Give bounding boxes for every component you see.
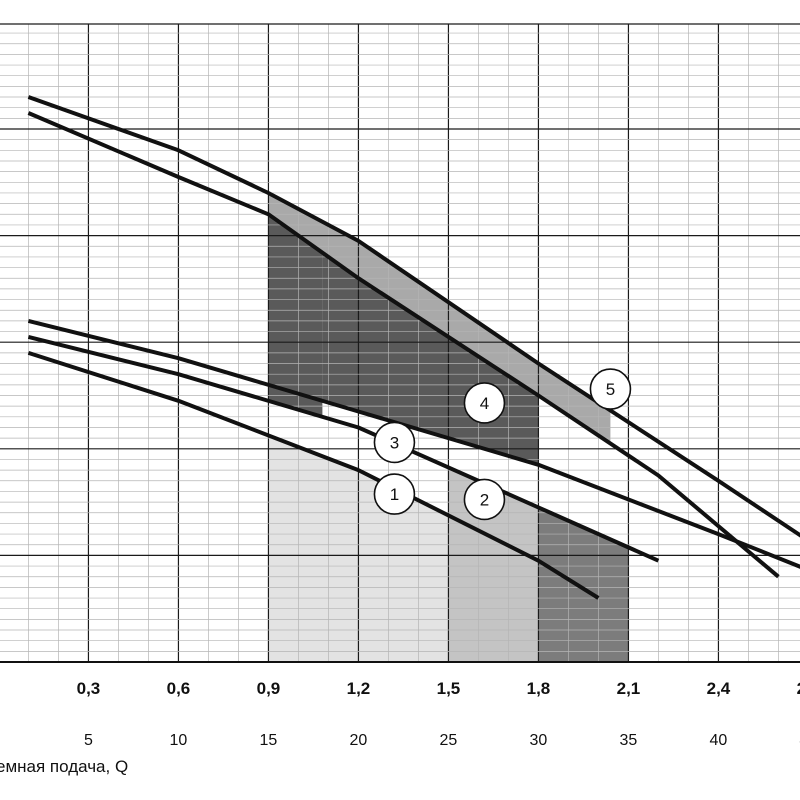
curve-label-circle-5 bbox=[589, 368, 632, 410]
x-tick-label: 1,8 bbox=[527, 679, 551, 698]
curve-4 bbox=[27, 111, 780, 579]
curve-1 bbox=[27, 350, 600, 600]
x-tick-label: 2,1 bbox=[617, 679, 641, 698]
curve-label-circle-3 bbox=[373, 421, 416, 464]
shaded-region-3 bbox=[538, 507, 629, 662]
x-secondary-tick-label: 15 bbox=[260, 732, 278, 749]
x-tick-label: 0,9 bbox=[257, 679, 281, 698]
chart-grid bbox=[0, 23, 800, 663]
x-secondary-tick-label: 5 bbox=[84, 732, 93, 749]
x-secondary-tick-label: 40 bbox=[710, 732, 728, 749]
x-secondary-tick-label: 25 bbox=[440, 732, 458, 749]
curve-label-circle-4 bbox=[463, 382, 506, 424]
x-secondary-tick-label: 35 bbox=[620, 732, 638, 749]
x-axis-title: емная подача, Q bbox=[0, 757, 128, 776]
shaded-region-6 bbox=[268, 193, 611, 444]
x-tick-label: 1,5 bbox=[437, 679, 461, 698]
x-tick-label: 2,7 bbox=[797, 679, 800, 698]
shaded-region-2 bbox=[448, 467, 539, 662]
shaded-region-4 bbox=[268, 214, 323, 417]
curve-label-circle-2 bbox=[463, 478, 506, 521]
x-secondary-tick-label: 30 bbox=[530, 732, 548, 749]
curve-label-5: 5 bbox=[606, 380, 615, 399]
curve-label-1: 1 bbox=[390, 485, 399, 504]
curve-2 bbox=[27, 334, 660, 563]
x-secondary-tick-label: 20 bbox=[350, 732, 368, 749]
curve-label-3: 3 bbox=[390, 433, 399, 452]
x-tick-label: 0,3 bbox=[77, 679, 101, 698]
curve-labels: 1 2 3 4 5 bbox=[373, 368, 632, 521]
curve-label-circle-1 bbox=[373, 473, 416, 515]
x-axis: 0,3 0,6 0,9 1,2 1,5 1,8 2,1 2,4 2,7 5 10 15 20 25 30 35… bbox=[77, 679, 800, 749]
x-tick-label: 1,2 bbox=[347, 679, 371, 698]
shaded-regions bbox=[268, 193, 629, 662]
curve-5 bbox=[27, 95, 800, 538]
x-tick-label: 2,4 bbox=[707, 679, 731, 698]
pump-curves bbox=[27, 95, 800, 600]
curve-label-2: 2 bbox=[480, 490, 489, 509]
curve-label-4: 4 bbox=[480, 394, 489, 413]
x-tick-label: 0,6 bbox=[167, 679, 191, 698]
x-secondary-tick-label: 10 bbox=[170, 732, 188, 749]
